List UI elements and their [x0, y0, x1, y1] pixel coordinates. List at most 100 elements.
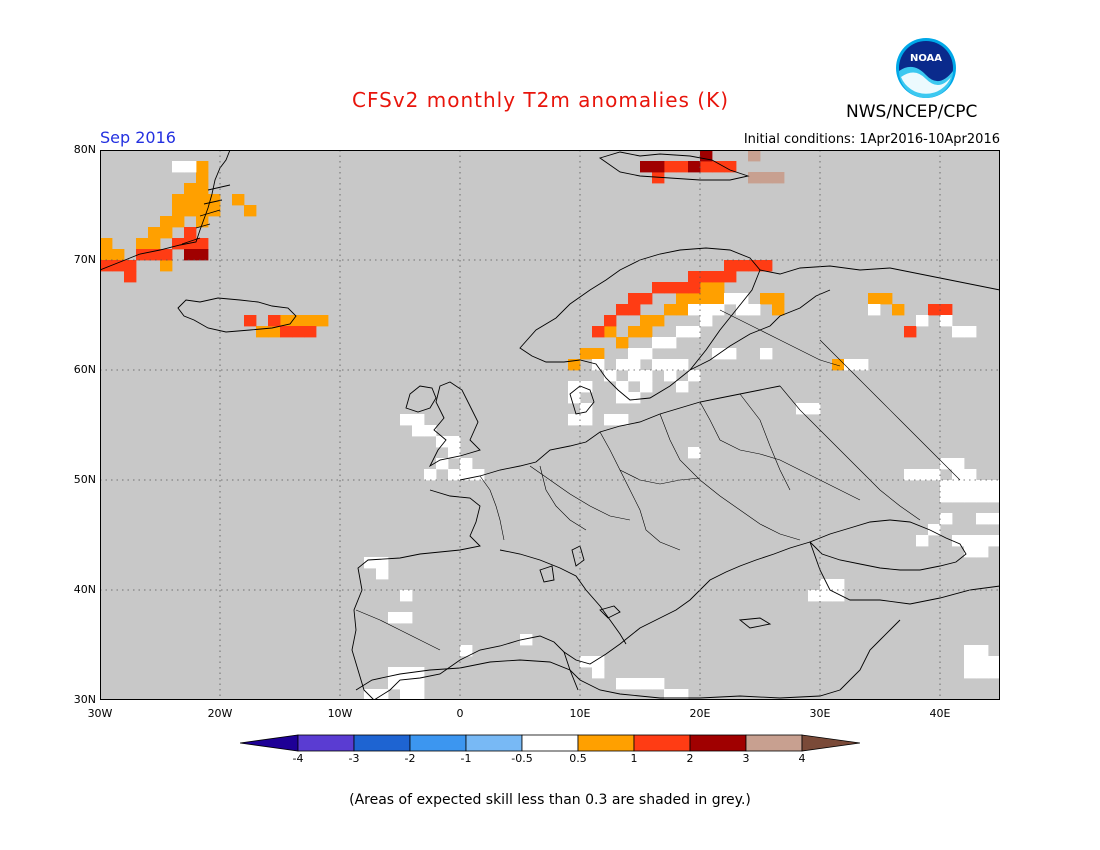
anomaly-cell-orange	[292, 315, 305, 327]
anomaly-cell-white	[424, 425, 437, 437]
anomaly-cell-red	[676, 282, 689, 294]
anomaly-cell-red	[184, 227, 197, 239]
anomaly-cell-white	[592, 667, 605, 679]
anomaly-cell-white	[568, 381, 581, 393]
anomaly-cell-white	[760, 348, 773, 360]
anomaly-cell-white	[988, 535, 1000, 547]
anomaly-cell-orange	[760, 293, 773, 305]
anomaly-cell-orange	[100, 249, 113, 261]
anomaly-cell-red	[628, 293, 641, 305]
anomaly-cell-red	[700, 161, 713, 173]
anomaly-cell-orange	[628, 326, 641, 338]
anomaly-cell-white	[964, 667, 977, 679]
anomaly-cell-red	[652, 172, 665, 184]
anomaly-cell-white	[916, 315, 929, 327]
colorbar-label: -1	[460, 752, 472, 765]
anomaly-cell-red	[760, 260, 773, 272]
anomaly-cell-red	[604, 315, 617, 327]
anomaly-cell-orange	[676, 304, 689, 316]
anomaly-cell-white	[832, 590, 845, 602]
anomaly-cell-orange	[196, 216, 209, 228]
anomaly-cell-orange	[664, 304, 677, 316]
anomaly-cell-white	[712, 304, 725, 316]
anomaly-cell-white	[928, 524, 941, 536]
anomaly-cell-white	[700, 315, 713, 327]
anomaly-cell-white	[988, 480, 1000, 492]
lon-label: 20E	[689, 707, 711, 720]
anomaly-cell-white	[400, 414, 413, 426]
coastlines	[100, 150, 1000, 700]
initial-conditions: Initial conditions: 1Apr2016-10Apr2016	[743, 132, 1000, 147]
colorbar-segment	[353, 734, 411, 752]
anomaly-cell-brown	[772, 172, 785, 184]
anomaly-cell-white	[604, 414, 617, 426]
anomaly-cell-red	[724, 271, 737, 283]
anomaly-cell-white	[688, 304, 701, 316]
anomaly-cell-darkred	[184, 249, 197, 261]
anomaly-cell-white	[388, 667, 401, 679]
anomaly-cell-red	[100, 260, 113, 272]
anomaly-cell-white	[856, 359, 869, 371]
anomaly-cell-white	[616, 381, 629, 393]
anomaly-cells	[100, 150, 1000, 700]
anomaly-cell-red	[244, 315, 257, 327]
anomaly-cell-white	[172, 161, 185, 173]
anomaly-cell-white	[976, 480, 989, 492]
anomaly-cell-brown	[748, 150, 761, 162]
lat-label: 60N	[73, 363, 96, 376]
anomaly-cell-orange	[640, 326, 653, 338]
colorbar-label: 4	[798, 752, 806, 765]
anomaly-cell-white	[736, 293, 749, 305]
anomaly-cell-orange	[172, 216, 185, 228]
anomaly-cell-orange	[616, 337, 629, 349]
anomaly-cell-white	[640, 348, 653, 360]
anomaly-cell-orange	[160, 216, 173, 228]
anomaly-cell-orange	[196, 172, 209, 184]
anomaly-cell-white	[592, 359, 605, 371]
anomaly-cell-red	[628, 304, 641, 316]
anomaly-cell-white	[952, 458, 965, 470]
anomaly-cell-red	[124, 260, 137, 272]
anomaly-cell-white	[796, 403, 809, 415]
anomaly-cell-white	[412, 678, 425, 690]
anomaly-cell-orange	[604, 326, 617, 338]
anomaly-cell-orange	[700, 282, 713, 294]
anomaly-cell-orange	[580, 348, 593, 360]
chart-title: CFSv2 monthly T2m anomalies (K)	[352, 88, 729, 112]
colorbar-label: 3	[742, 752, 750, 765]
anomaly-cell-white	[976, 546, 989, 558]
anomaly-cell-darkred	[652, 161, 665, 173]
anomaly-cell-white	[364, 557, 377, 569]
anomaly-cell-orange	[208, 205, 221, 217]
anomaly-cell-white	[436, 436, 449, 448]
anomaly-cell-white	[376, 568, 389, 580]
anomaly-cell-red	[124, 271, 137, 283]
anomaly-cell-white	[412, 414, 425, 426]
anomaly-cell-red	[904, 326, 917, 338]
anomaly-cell-white	[628, 678, 641, 690]
anomaly-cell-white	[448, 447, 461, 459]
anomaly-cell-white	[424, 469, 437, 481]
anomaly-cell-orange	[832, 359, 845, 371]
anomaly-cell-white	[676, 689, 689, 700]
anomaly-cell-white	[952, 480, 965, 492]
anomaly-cell-white	[592, 656, 605, 668]
anomaly-cell-white	[820, 579, 833, 591]
anomaly-cell-orange	[880, 293, 893, 305]
anomaly-cell-white	[808, 403, 821, 415]
anomaly-cell-red	[136, 249, 149, 261]
lon-label: 30E	[809, 707, 831, 720]
anomaly-cell-orange	[196, 194, 209, 206]
colorbar-arrow-right	[801, 734, 860, 752]
anomaly-cell-white	[904, 469, 917, 481]
anomaly-cell-white	[400, 678, 413, 690]
noaa-logo-text: NOAA	[910, 53, 942, 64]
organization-label: NWS/NCEP/CPC	[846, 102, 978, 122]
anomaly-cell-orange	[592, 348, 605, 360]
anomaly-cell-white	[640, 381, 653, 393]
anomaly-cell-red	[664, 161, 677, 173]
anomaly-cell-brown	[760, 172, 773, 184]
anomaly-cell-white	[568, 392, 581, 404]
anomaly-cell-white	[568, 414, 581, 426]
anomaly-cell-white	[940, 458, 953, 470]
